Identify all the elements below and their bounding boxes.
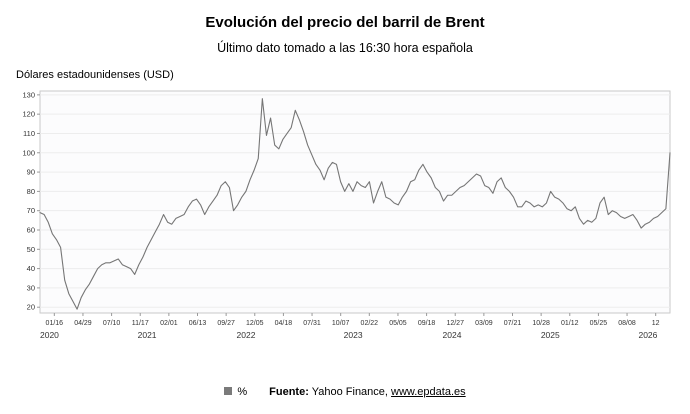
page-title: Evolución del precio del barril de Brent — [205, 14, 485, 31]
legend-swatch-icon — [224, 387, 233, 396]
svg-text:12: 12 — [652, 320, 660, 327]
source-label: Fuente: — [269, 386, 309, 398]
svg-text:2020: 2020 — [40, 330, 59, 340]
svg-text:10/07: 10/07 — [332, 320, 350, 327]
svg-text:03/09: 03/09 — [475, 320, 493, 327]
svg-text:2023: 2023 — [344, 330, 363, 340]
svg-text:2025: 2025 — [541, 330, 560, 340]
chart-header: Evolución del precio del barril de Brent… — [0, 0, 690, 55]
svg-text:01/16: 01/16 — [46, 320, 64, 327]
svg-text:2026: 2026 — [638, 330, 657, 340]
source-text: Yahoo Finance, — [308, 386, 392, 398]
epdata-link[interactable]: www.epdata.es — [391, 386, 466, 398]
chart-footer: % Fuente: Yahoo Finance, www.epdata.es — [0, 386, 690, 398]
svg-text:2021: 2021 — [138, 330, 157, 340]
svg-text:2024: 2024 — [443, 330, 462, 340]
svg-text:11/17: 11/17 — [132, 320, 149, 327]
svg-text:04/18: 04/18 — [275, 320, 293, 327]
svg-text:20: 20 — [27, 303, 35, 312]
svg-text:12/05: 12/05 — [246, 320, 264, 327]
svg-text:09/18: 09/18 — [418, 320, 436, 327]
svg-text:130: 130 — [22, 90, 35, 99]
svg-text:2022: 2022 — [237, 330, 256, 340]
svg-text:60: 60 — [27, 225, 35, 234]
svg-text:01/12: 01/12 — [561, 320, 579, 327]
svg-text:70: 70 — [27, 206, 35, 215]
svg-text:30: 30 — [27, 283, 35, 292]
svg-text:09/27: 09/27 — [217, 320, 235, 327]
svg-text:50: 50 — [27, 245, 35, 254]
svg-text:100: 100 — [22, 148, 35, 157]
page-subtitle: Último dato tomado a las 16:30 hora espa… — [217, 41, 473, 55]
y-axis-unit-label: Dólares estadounidenses (USD) — [16, 69, 174, 81]
svg-text:07/31: 07/31 — [303, 320, 321, 327]
brent-price-line-chart: 20 30 40 50 60 70 80 90 100 110 120 130 01/16 04/29 07… — [22, 90, 671, 340]
svg-text:08/08: 08/08 — [618, 320, 636, 327]
svg-text:06/13: 06/13 — [189, 320, 207, 327]
svg-text:12/27: 12/27 — [446, 320, 464, 327]
svg-text:10/28: 10/28 — [532, 320, 550, 327]
svg-text:02/22: 02/22 — [361, 320, 379, 327]
svg-text:07/21: 07/21 — [504, 320, 522, 327]
svg-text:90: 90 — [27, 168, 35, 177]
svg-text:05/05: 05/05 — [389, 320, 407, 327]
svg-text:110: 110 — [23, 129, 35, 138]
svg-text:40: 40 — [27, 264, 35, 273]
svg-text:05/25: 05/25 — [590, 320, 608, 327]
legend-label: % — [237, 386, 248, 398]
chart-container: 20 30 40 50 60 70 80 90 100 110 120 130 01/16 04/29 07… — [12, 85, 690, 352]
svg-text:120: 120 — [22, 110, 35, 119]
svg-text:02/01: 02/01 — [160, 320, 178, 327]
svg-text:80: 80 — [27, 187, 35, 196]
svg-text:04/29: 04/29 — [74, 320, 92, 327]
svg-text:07/10: 07/10 — [103, 320, 121, 327]
